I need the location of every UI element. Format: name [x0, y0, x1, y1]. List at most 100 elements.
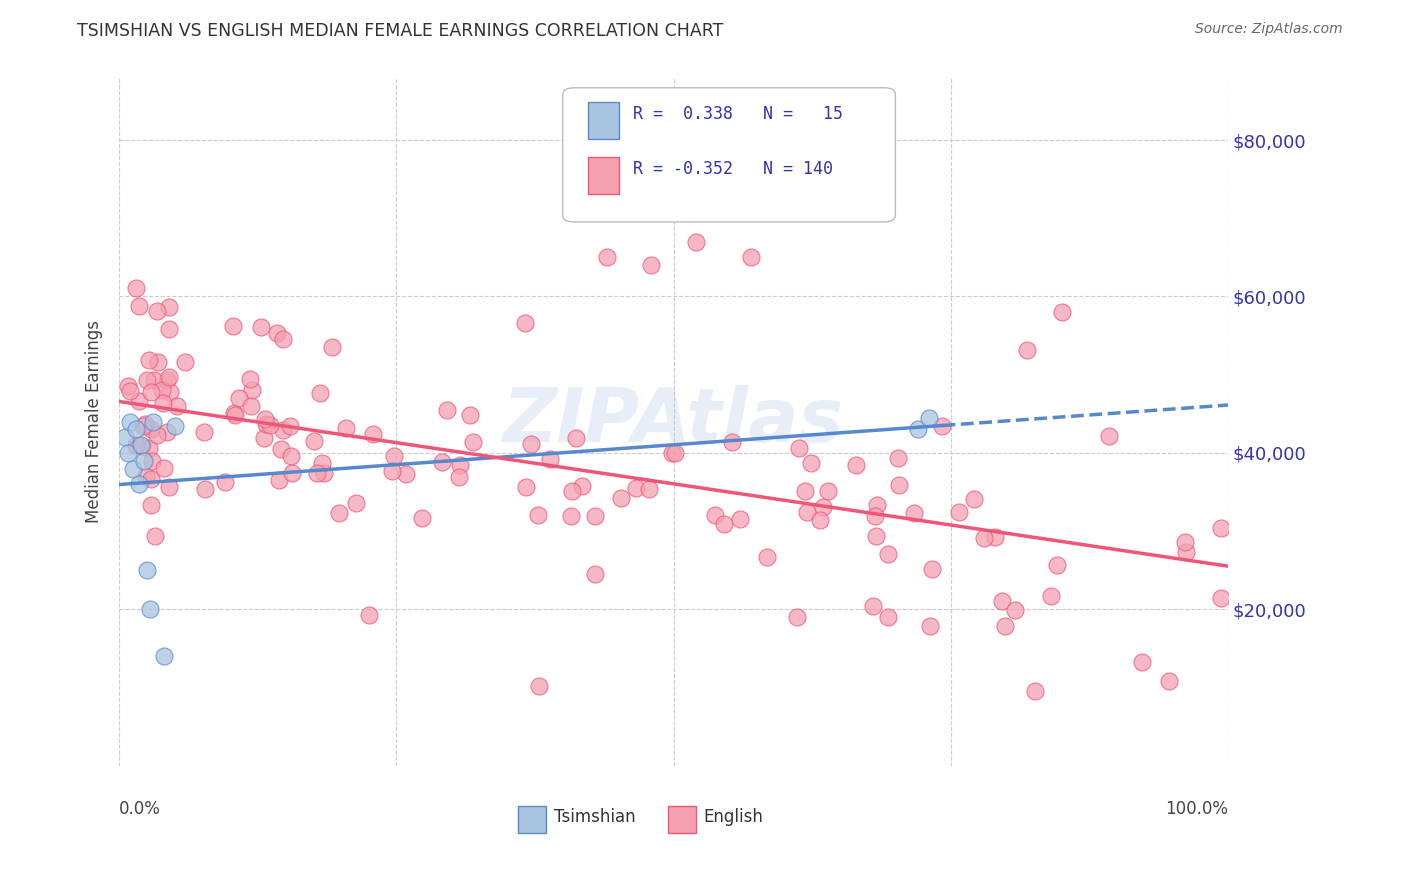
Point — [128, 393, 150, 408]
Point — [1024, 684, 1046, 698]
Point — [907, 422, 929, 436]
Point — [139, 472, 162, 486]
FancyBboxPatch shape — [519, 806, 546, 832]
Point — [796, 505, 818, 519]
Point — [845, 458, 868, 472]
Point — [155, 373, 177, 387]
Point — [887, 451, 910, 466]
Text: ZIPAtlas: ZIPAtlas — [503, 385, 844, 458]
Point — [411, 511, 433, 525]
Point — [918, 410, 941, 425]
FancyBboxPatch shape — [588, 157, 619, 194]
Point — [1173, 535, 1195, 549]
Point — [817, 484, 839, 499]
Point — [1017, 343, 1039, 358]
Point — [1209, 591, 1232, 606]
Point — [786, 610, 808, 624]
Point — [583, 566, 606, 581]
Point — [152, 460, 174, 475]
Point — [280, 467, 302, 481]
Point — [703, 508, 725, 522]
Point — [278, 419, 301, 434]
Point — [143, 529, 166, 543]
Point — [1132, 655, 1154, 669]
Point — [381, 464, 404, 478]
Point — [931, 419, 953, 434]
Point — [259, 417, 281, 432]
Text: 0.0%: 0.0% — [120, 800, 162, 818]
Point — [146, 428, 169, 442]
Text: English: English — [703, 808, 763, 826]
Text: R = -0.352   N = 140: R = -0.352 N = 140 — [633, 160, 832, 178]
Point — [157, 322, 180, 336]
Point — [794, 483, 817, 498]
Point — [228, 391, 250, 405]
Point — [449, 470, 471, 484]
Point — [128, 299, 150, 313]
Point — [146, 304, 169, 318]
Point — [125, 438, 148, 452]
Point — [173, 355, 195, 369]
Point — [973, 531, 995, 545]
Point — [460, 408, 482, 422]
Point — [120, 415, 142, 429]
Point — [571, 479, 593, 493]
Text: R =  0.338   N =   15: R = 0.338 N = 15 — [633, 105, 842, 123]
Point — [305, 466, 328, 480]
Point — [166, 399, 188, 413]
Point — [756, 550, 779, 565]
Point — [132, 454, 155, 468]
Point — [527, 508, 550, 523]
Point — [903, 506, 925, 520]
Point — [128, 477, 150, 491]
Point — [152, 649, 174, 664]
Point — [610, 491, 633, 505]
Point — [132, 418, 155, 433]
Y-axis label: Median Female Earnings: Median Female Earnings — [86, 320, 103, 523]
Point — [865, 508, 887, 523]
Point — [921, 562, 943, 576]
Point — [685, 235, 707, 249]
Point — [143, 373, 166, 387]
Point — [193, 482, 215, 496]
Point — [740, 251, 762, 265]
Point — [877, 609, 900, 624]
Point — [314, 466, 336, 480]
Point — [811, 500, 834, 514]
Point — [624, 481, 647, 495]
Point — [321, 341, 343, 355]
Point — [159, 385, 181, 400]
Point — [156, 425, 179, 439]
Text: 100.0%: 100.0% — [1166, 800, 1227, 818]
Point — [1157, 674, 1180, 689]
Point — [527, 679, 550, 693]
Point — [124, 281, 146, 295]
Text: Source: ZipAtlas.com: Source: ZipAtlas.com — [1195, 22, 1343, 37]
Point — [131, 439, 153, 453]
Point — [309, 385, 332, 400]
Point — [344, 496, 367, 510]
Point — [640, 258, 662, 272]
Point — [120, 384, 142, 398]
Point — [596, 251, 619, 265]
Point — [664, 445, 686, 459]
Text: Tsimshian: Tsimshian — [554, 808, 636, 826]
Point — [240, 383, 263, 397]
Point — [583, 509, 606, 524]
Point — [1209, 520, 1232, 534]
Point — [1004, 603, 1026, 617]
FancyBboxPatch shape — [668, 806, 696, 832]
Point — [141, 454, 163, 468]
Point — [865, 529, 887, 543]
Point — [269, 473, 291, 487]
Point — [239, 372, 262, 386]
Point — [920, 619, 942, 633]
Point — [862, 599, 884, 614]
Point — [564, 431, 586, 445]
Point — [249, 319, 271, 334]
Point — [253, 431, 276, 445]
Point — [141, 385, 163, 400]
Point — [515, 316, 537, 330]
Point — [382, 449, 405, 463]
Point — [163, 418, 186, 433]
